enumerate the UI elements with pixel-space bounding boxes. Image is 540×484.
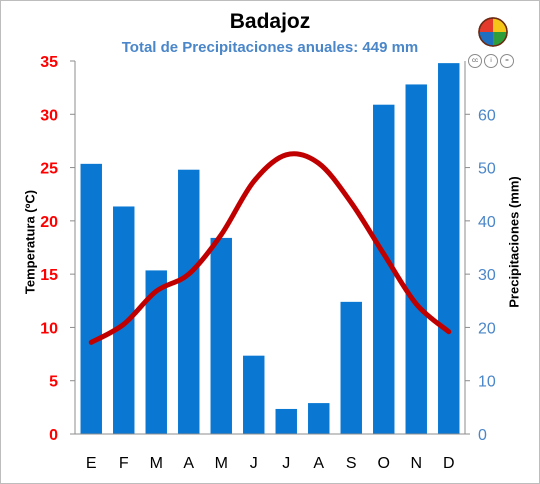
y-tick-label-left: 5 [49,374,58,391]
by-icon: i [484,54,498,68]
temperature-line [88,151,452,345]
nd-icon: = [500,54,514,68]
x-tick-label: M [150,455,163,472]
y-tick-label-left: 35 [40,54,58,71]
x-tick-label: S [346,455,357,472]
y-tick-label-left: 15 [40,267,58,284]
y-tick-label-left: 10 [40,320,58,337]
precipitation-bar [438,63,460,434]
precipitation-bar [210,237,232,434]
cc-icon: cc [468,54,482,68]
y-tick-label-right: 40 [478,214,496,231]
chart-subtitle: Total de Precipitaciones anuales: 449 mm [121,39,419,56]
precipitation-bar [178,169,200,434]
precipitation-bar [308,403,330,434]
x-tick-label: N [410,455,422,472]
precipitation-bar [243,355,265,434]
y-tick-label-right: 50 [478,161,496,178]
x-tick-label: O [378,455,390,472]
y-tick-label-right: 30 [478,267,496,284]
y-tick-label-left: 20 [40,214,58,231]
precipitation-bar [113,206,135,434]
precipitation-bar [373,104,395,435]
y-tick-label-left: 30 [40,107,58,124]
y-axis-left-label: Temperatura (ºC) [22,189,38,295]
x-tick-label: F [119,455,129,472]
precipitation-bar [145,270,167,434]
x-tick-label: A [313,455,324,472]
y-tick-label-right: 60 [478,107,496,124]
precipitation-bar [405,84,427,435]
license-icons: cc i = [468,54,514,68]
precipitation-bar [340,301,362,434]
y-axis-right-label: Precipitaciones (mm) [506,176,522,308]
y-tick-label-left: 0 [49,427,58,444]
x-tick-label: M [215,455,228,472]
chart-title: Badajoz [229,10,311,33]
y-tick-label-right: 10 [478,374,496,391]
y-tick-label-left: 25 [40,161,58,178]
precipitation-bar [275,408,297,434]
x-tick-label: J [250,455,258,472]
y-tick-label-right: 0 [478,427,487,444]
x-tick-label: E [86,455,97,472]
x-tick-label: A [183,455,194,472]
precipitation-bar [80,163,102,434]
x-tick-label: D [443,455,455,472]
puzzle-logo-icon [478,17,508,47]
x-tick-label: J [282,455,290,472]
y-tick-label-right: 20 [478,320,496,337]
